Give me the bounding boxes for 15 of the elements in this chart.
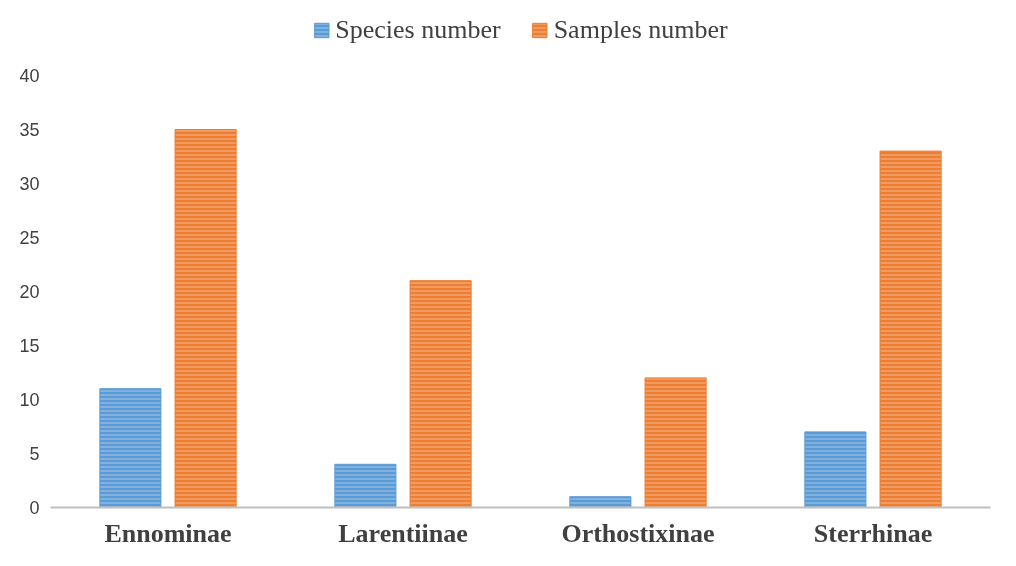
legend-label: Species number xyxy=(335,15,501,45)
y-tick-label: 25 xyxy=(19,228,40,248)
x-tick-label: Sterrhinae xyxy=(813,518,933,548)
y-tick-label: 0 xyxy=(29,498,40,518)
y-tick-label: 40 xyxy=(19,66,40,86)
x-tick-label: Orthostixinae xyxy=(561,518,715,548)
y-tick-label: 5 xyxy=(29,444,40,464)
y-tick-label: 10 xyxy=(19,390,40,410)
x-tick-label: Ennominae xyxy=(104,518,232,548)
legend-label: Samples number xyxy=(553,15,728,45)
y-tick-label: 15 xyxy=(19,336,40,356)
x-tick-label: Larentiinae xyxy=(338,518,468,548)
y-tick-label: 20 xyxy=(19,282,40,302)
y-tick-label: 30 xyxy=(19,174,40,194)
y-tick-label: 35 xyxy=(19,120,40,140)
